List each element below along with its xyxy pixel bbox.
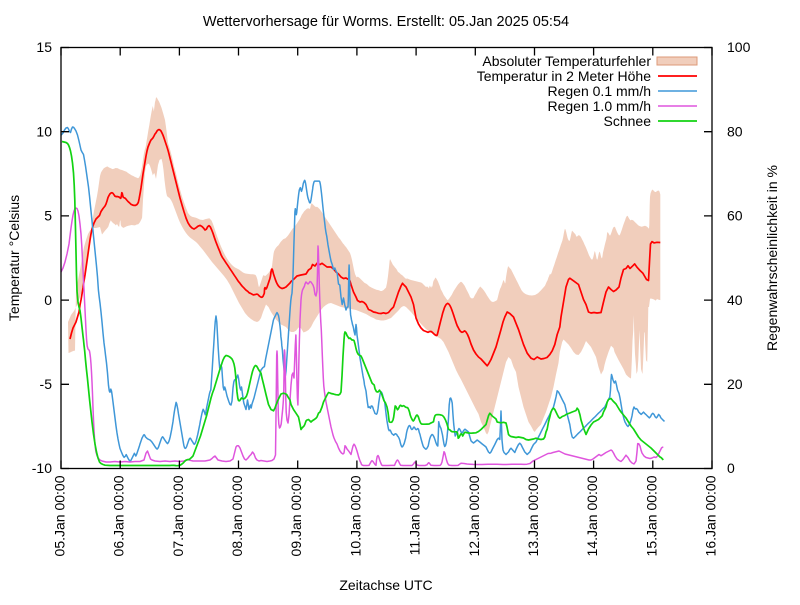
svg-text:5: 5 [44,208,52,224]
svg-text:12.Jan 00:00: 12.Jan 00:00 [466,475,482,556]
svg-text:100: 100 [727,39,751,55]
svg-text:10.Jan 00:00: 10.Jan 00:00 [347,475,363,556]
svg-text:Regen 1.0 mm/h: Regen 1.0 mm/h [548,98,652,114]
svg-text:05.Jan 00:00: 05.Jan 00:00 [52,475,68,556]
svg-text:Temperatur °Celsius: Temperatur °Celsius [6,195,22,321]
svg-text:60: 60 [727,208,743,224]
svg-text:80: 80 [727,123,743,139]
svg-text:10: 10 [36,123,52,139]
svg-text:Wettervorhersage für Worms. Er: Wettervorhersage für Worms. Erstellt: 05… [203,14,569,30]
svg-text:Temperatur in 2 Meter Höhe: Temperatur in 2 Meter Höhe [477,68,652,84]
svg-text:Regen 0.1 mm/h: Regen 0.1 mm/h [548,83,652,99]
svg-text:15.Jan 00:00: 15.Jan 00:00 [643,475,659,556]
svg-text:-5: -5 [40,376,53,392]
svg-text:Zeitachse UTC: Zeitachse UTC [339,577,432,593]
svg-text:15: 15 [36,39,52,55]
svg-text:11.Jan 00:00: 11.Jan 00:00 [407,475,423,555]
svg-text:09.Jan 00:00: 09.Jan 00:00 [288,475,304,556]
svg-text:07.Jan 00:00: 07.Jan 00:00 [170,475,186,556]
svg-text:-10: -10 [32,460,52,476]
svg-text:Schnee: Schnee [604,113,652,129]
svg-text:13.Jan 00:00: 13.Jan 00:00 [525,475,541,556]
svg-text:06.Jan 00:00: 06.Jan 00:00 [111,475,127,556]
svg-text:40: 40 [727,292,743,308]
svg-text:08.Jan 00:00: 08.Jan 00:00 [229,475,245,556]
svg-text:20: 20 [727,376,743,392]
svg-text:Absoluter Temperaturfehler: Absoluter Temperaturfehler [482,53,651,69]
svg-text:0: 0 [44,292,52,308]
svg-text:14.Jan 00:00: 14.Jan 00:00 [584,475,600,556]
svg-text:16.Jan 00:00: 16.Jan 00:00 [703,475,719,556]
svg-text:Regenwahrscheinlichkeit in %: Regenwahrscheinlichkeit in % [764,165,780,351]
svg-text:0: 0 [727,460,735,476]
